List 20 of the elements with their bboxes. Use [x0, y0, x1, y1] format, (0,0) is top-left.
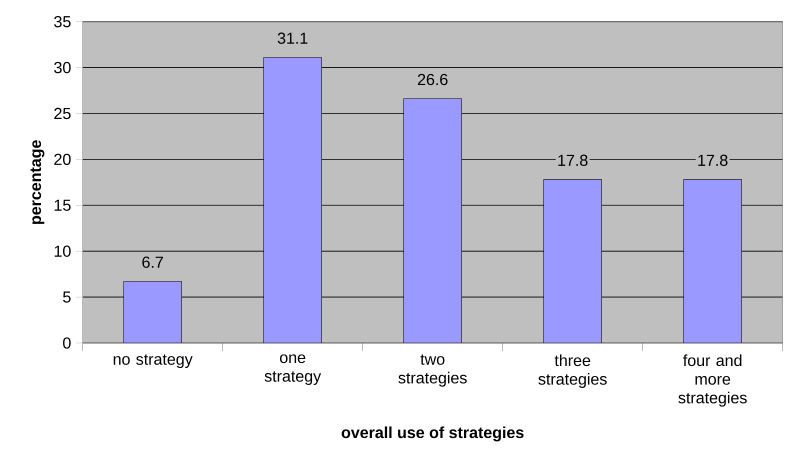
y-tick-label: 25 [54, 108, 71, 120]
data-label: 17.8 [698, 154, 728, 166]
y-axis-title: percentage [30, 140, 44, 224]
y-tick-label: 30 [54, 62, 71, 74]
data-label: 6.7 [142, 256, 163, 268]
x-tick-label: three strategies [538, 354, 607, 388]
x-tick-label: one strategy [264, 354, 322, 385]
y-tick-label: 10 [54, 246, 71, 257]
x-axis-title: overall use of strategies [342, 426, 524, 442]
y-tick-label: 15 [54, 200, 71, 211]
x-tick-label: no strategy [114, 354, 193, 368]
y-tick-label: 20 [54, 154, 71, 166]
x-tick-label: four and more strategies [678, 354, 747, 407]
y-tick-label: 5 [63, 292, 71, 303]
y-tick-label: 35 [54, 16, 71, 28]
y-tick-label: 0 [63, 337, 71, 349]
data-label: 17.8 [558, 154, 588, 166]
data-label: 26.6 [418, 74, 448, 86]
x-tick-label: two strategies [398, 354, 467, 387]
data-label: 31.1 [278, 32, 308, 44]
